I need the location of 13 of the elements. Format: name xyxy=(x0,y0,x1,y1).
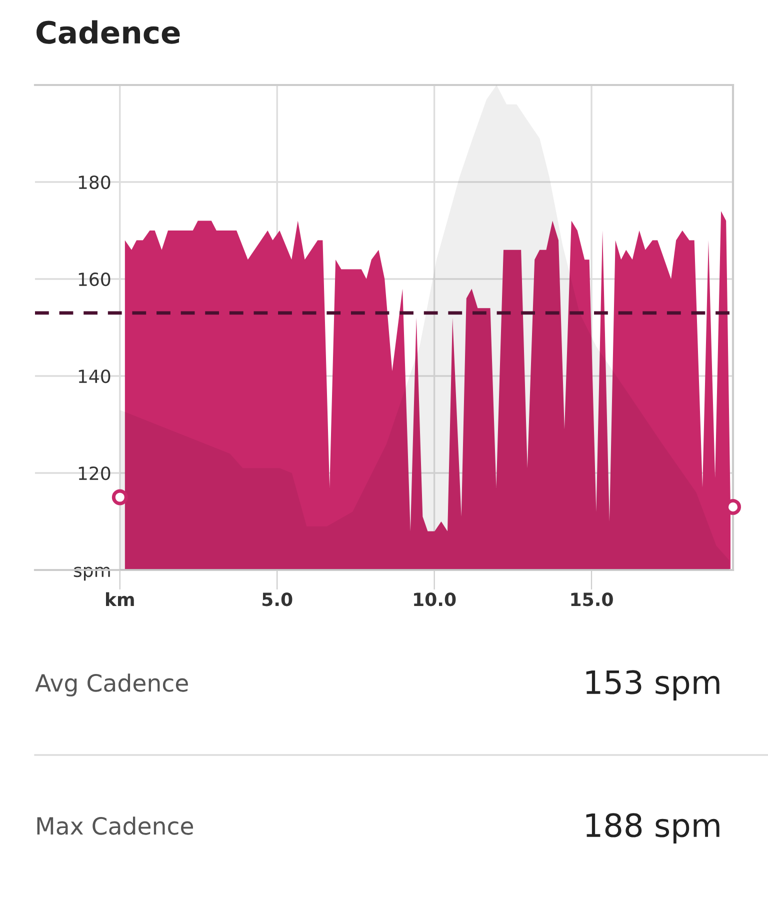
y-tick-label: 180 xyxy=(78,175,110,190)
text: Avg Cadence xyxy=(35,674,188,696)
chart-title: Cadence xyxy=(36,20,180,44)
text: 188 spm xyxy=(586,813,720,844)
y-tick-label: 160 xyxy=(78,272,110,286)
x-tick-label: 15.0 xyxy=(571,592,613,606)
y-tick-label: 120 xyxy=(78,466,110,480)
text: 153 spm xyxy=(586,670,720,700)
x-tick-label: 10.0 xyxy=(414,592,456,606)
text: Max Cadence xyxy=(37,816,194,835)
x-tick-label: km xyxy=(106,592,134,606)
y-tick-label: 140 xyxy=(78,369,110,384)
x-tick-label: 5.0 xyxy=(262,592,292,606)
